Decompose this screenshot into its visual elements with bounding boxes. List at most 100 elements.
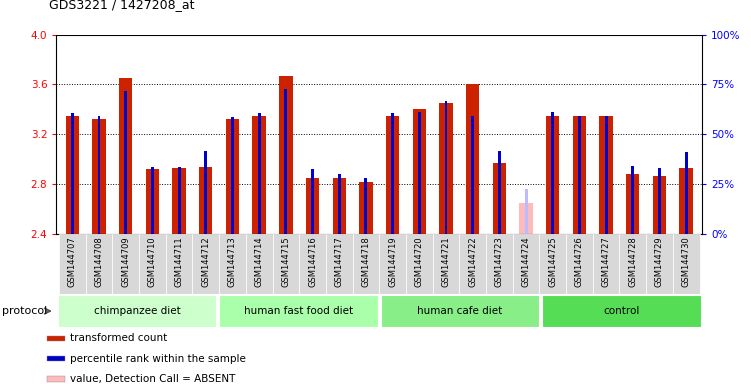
- Text: GSM144722: GSM144722: [468, 236, 477, 286]
- Bar: [412, 109, 426, 234]
- Bar: [599, 116, 613, 234]
- Text: GSM144730: GSM144730: [682, 236, 691, 287]
- Bar: [460, 234, 486, 294]
- Text: GSM144723: GSM144723: [495, 236, 504, 287]
- Text: GSM144716: GSM144716: [308, 236, 317, 287]
- Text: GSM144729: GSM144729: [655, 236, 664, 286]
- Text: GSM144708: GSM144708: [95, 236, 104, 287]
- Bar: [124, 91, 127, 234]
- Text: GSM144709: GSM144709: [121, 236, 130, 286]
- Bar: [493, 163, 506, 234]
- Bar: [166, 234, 192, 294]
- Bar: [551, 112, 554, 234]
- Bar: [658, 168, 661, 234]
- Bar: [59, 234, 86, 294]
- Bar: [439, 103, 453, 234]
- Text: control: control: [603, 306, 640, 316]
- Text: transformed count: transformed count: [71, 333, 167, 343]
- Text: percentile rank within the sample: percentile rank within the sample: [71, 354, 246, 364]
- Text: GSM144726: GSM144726: [575, 236, 584, 287]
- Bar: [246, 234, 273, 294]
- Bar: [333, 178, 346, 234]
- Bar: [646, 234, 673, 294]
- Text: GSM144727: GSM144727: [602, 236, 611, 287]
- Bar: [326, 234, 352, 294]
- Bar: [406, 234, 433, 294]
- Text: protocol: protocol: [2, 306, 47, 316]
- Bar: [381, 296, 539, 326]
- Bar: [513, 234, 539, 294]
- Text: GSM144714: GSM144714: [255, 236, 264, 286]
- Bar: [418, 112, 421, 234]
- Bar: [620, 234, 646, 294]
- Bar: [113, 234, 139, 294]
- Bar: [680, 168, 693, 234]
- Bar: [299, 234, 326, 294]
- Text: human fast food diet: human fast food diet: [244, 306, 353, 316]
- Bar: [199, 167, 213, 234]
- Bar: [445, 101, 448, 234]
- Bar: [178, 167, 180, 234]
- Text: GSM144724: GSM144724: [521, 236, 530, 286]
- Bar: [173, 168, 185, 234]
- Bar: [391, 113, 394, 234]
- Bar: [47, 336, 65, 341]
- Bar: [58, 296, 216, 326]
- Text: GSM144707: GSM144707: [68, 236, 77, 287]
- Bar: [219, 296, 378, 326]
- Bar: [279, 76, 293, 234]
- Bar: [146, 169, 159, 234]
- Text: GSM144710: GSM144710: [148, 236, 157, 286]
- Bar: [578, 116, 581, 234]
- Bar: [352, 234, 379, 294]
- Text: GSM144713: GSM144713: [228, 236, 237, 287]
- Bar: [98, 116, 101, 234]
- Bar: [546, 116, 559, 234]
- Bar: [65, 116, 79, 234]
- Bar: [626, 174, 639, 234]
- Bar: [673, 234, 699, 294]
- Bar: [386, 116, 400, 234]
- Bar: [486, 234, 513, 294]
- Bar: [520, 203, 532, 234]
- Text: GSM144728: GSM144728: [629, 236, 638, 287]
- Bar: [273, 234, 299, 294]
- Bar: [466, 84, 479, 234]
- Bar: [471, 116, 474, 234]
- Bar: [433, 234, 460, 294]
- Bar: [192, 234, 219, 294]
- Bar: [542, 296, 701, 326]
- Bar: [359, 182, 372, 234]
- Bar: [86, 234, 113, 294]
- Bar: [306, 178, 319, 234]
- Text: GSM144719: GSM144719: [388, 236, 397, 286]
- Bar: [605, 116, 608, 234]
- Text: human cafe diet: human cafe diet: [418, 306, 502, 316]
- Bar: [226, 119, 239, 234]
- Text: GDS3221 / 1427208_at: GDS3221 / 1427208_at: [49, 0, 195, 12]
- Text: GSM144725: GSM144725: [548, 236, 557, 286]
- Bar: [685, 152, 688, 234]
- Text: GSM144712: GSM144712: [201, 236, 210, 286]
- Bar: [151, 167, 154, 234]
- Bar: [573, 116, 586, 234]
- Bar: [498, 151, 501, 234]
- Bar: [653, 175, 666, 234]
- Text: GSM144717: GSM144717: [335, 236, 344, 287]
- Bar: [119, 78, 132, 234]
- Bar: [92, 119, 106, 234]
- Bar: [379, 234, 406, 294]
- Bar: [47, 376, 65, 382]
- Bar: [252, 116, 266, 234]
- Bar: [338, 174, 341, 234]
- Bar: [71, 113, 74, 234]
- Bar: [139, 234, 166, 294]
- Text: chimpanzee diet: chimpanzee diet: [94, 306, 180, 316]
- Bar: [364, 178, 367, 234]
- Bar: [47, 356, 65, 361]
- Bar: [231, 117, 234, 234]
- Bar: [258, 113, 261, 234]
- Text: GSM144721: GSM144721: [442, 236, 451, 286]
- Text: GSM144715: GSM144715: [282, 236, 291, 286]
- Text: GSM144718: GSM144718: [361, 236, 370, 287]
